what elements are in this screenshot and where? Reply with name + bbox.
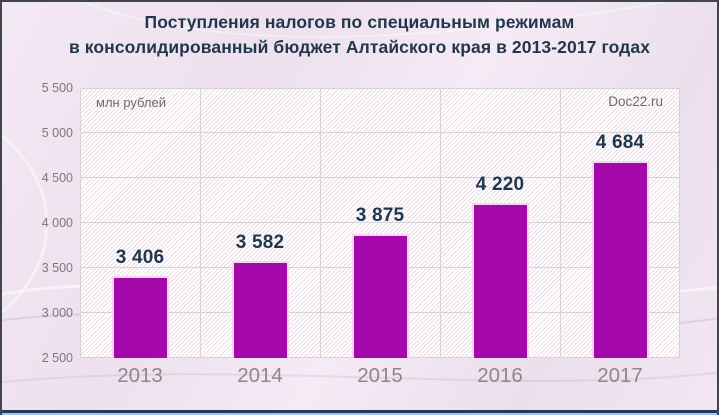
bar: [472, 203, 529, 358]
x-axis-category-label: 2015: [357, 364, 403, 387]
y-axis-tick-label: 3 000: [41, 306, 73, 320]
bar: [592, 161, 649, 358]
bottom-accent-navy: [2, 410, 717, 413]
x-axis-category-label: 2017: [597, 364, 643, 387]
gridline-vertical: [679, 88, 680, 358]
x-axis-category-label: 2014: [237, 364, 283, 387]
bar-value-label: 3 406: [115, 247, 165, 268]
bar-value-label: 4 684: [595, 132, 645, 153]
gridline-horizontal: [80, 222, 680, 223]
chart-title-line-1: Поступления налогов по специальным режим…: [144, 12, 575, 32]
y-axis-tick-label: 5 500: [41, 81, 73, 95]
gridline-horizontal: [80, 132, 680, 133]
y-axis-tick-label: 3 500: [41, 261, 73, 275]
bottom-accent-blue: [2, 413, 717, 415]
bar-value-label: 3 582: [235, 232, 285, 253]
y-axis-tick-label: 4 500: [41, 171, 73, 185]
gridline-vertical: [200, 88, 201, 358]
gridline-vertical: [560, 88, 561, 358]
y-axis-tick-label: 2 500: [41, 351, 73, 365]
gridline-vertical: [440, 88, 441, 358]
gridline-vertical: [320, 88, 321, 358]
unit-label: млн рублей: [96, 95, 166, 110]
gridline-horizontal: [80, 88, 680, 89]
y-axis-tick-label: 5 000: [41, 126, 73, 140]
gridline-vertical: [80, 88, 81, 358]
chart-title: Поступления налогов по специальным режим…: [2, 10, 717, 60]
bar: [352, 234, 409, 358]
y-axis: 5 500 5 000 4 500 4 000 3 500 3 000 2 500: [2, 82, 73, 365]
x-axis-category-label: 2013: [117, 364, 163, 387]
y-axis-tick-label: 4 000: [41, 216, 73, 230]
bar-value-label: 4 220: [475, 174, 525, 195]
bar: [112, 276, 169, 358]
chart-title-line-2: в консолидированный бюджет Алтайского кр…: [68, 37, 651, 57]
bar: [232, 261, 289, 358]
x-axis-category-label: 2016: [477, 364, 523, 387]
plot-area: млн рублей Doc22.ru 3 406 3 582 3 875 4 220…: [80, 88, 680, 358]
bar-value-label: 3 875: [355, 205, 405, 226]
x-axis: 2013 2014 2015 2016 2017: [80, 364, 680, 396]
watermark: Doc22.ru: [608, 94, 663, 109]
gridline-horizontal: [80, 177, 680, 178]
